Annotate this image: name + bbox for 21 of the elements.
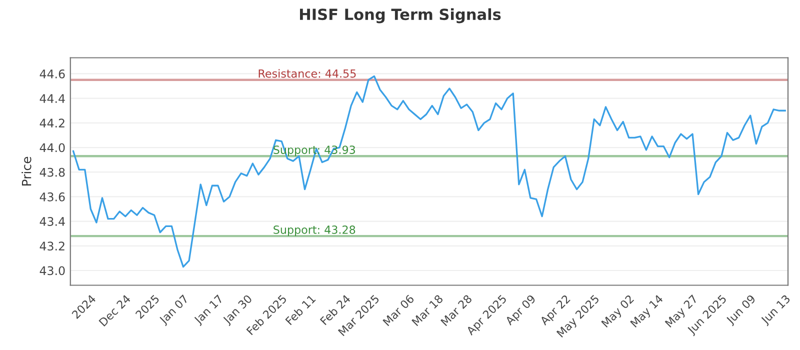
x-tick-label: Dec 24	[98, 294, 132, 327]
x-tick-label: Apr 09	[504, 294, 538, 328]
y-tick-label: 44.6	[40, 69, 65, 78]
y-tick-label: 43.4	[40, 217, 65, 226]
chart-title: HISF Long Term Signals	[300, 8, 501, 24]
x-tick-label: Jun 09	[725, 294, 758, 326]
x-tick-label: Jan 30	[222, 294, 254, 326]
x-tick-label: Jan 07	[158, 294, 190, 326]
ref-line-label: Support: 43.28	[274, 226, 356, 236]
y-tick-label: 43.8	[40, 168, 65, 177]
y-tick-label: 44.4	[40, 94, 65, 103]
y-tick-label: 44.0	[40, 143, 65, 152]
x-tick-label: Jun 13	[760, 294, 792, 326]
y-axis-title: Price	[22, 156, 32, 186]
x-tick-label: Feb 11	[284, 294, 316, 326]
y-tick-label: 44.2	[40, 118, 64, 128]
x-tick-label: Jan 17	[193, 294, 225, 326]
ref-line-label: Resistance: 44.55	[258, 69, 356, 78]
y-tick-label: 43.6	[40, 192, 65, 202]
y-tick-label: 43.0	[40, 266, 65, 276]
y-tick-label: 43.2	[40, 242, 64, 251]
